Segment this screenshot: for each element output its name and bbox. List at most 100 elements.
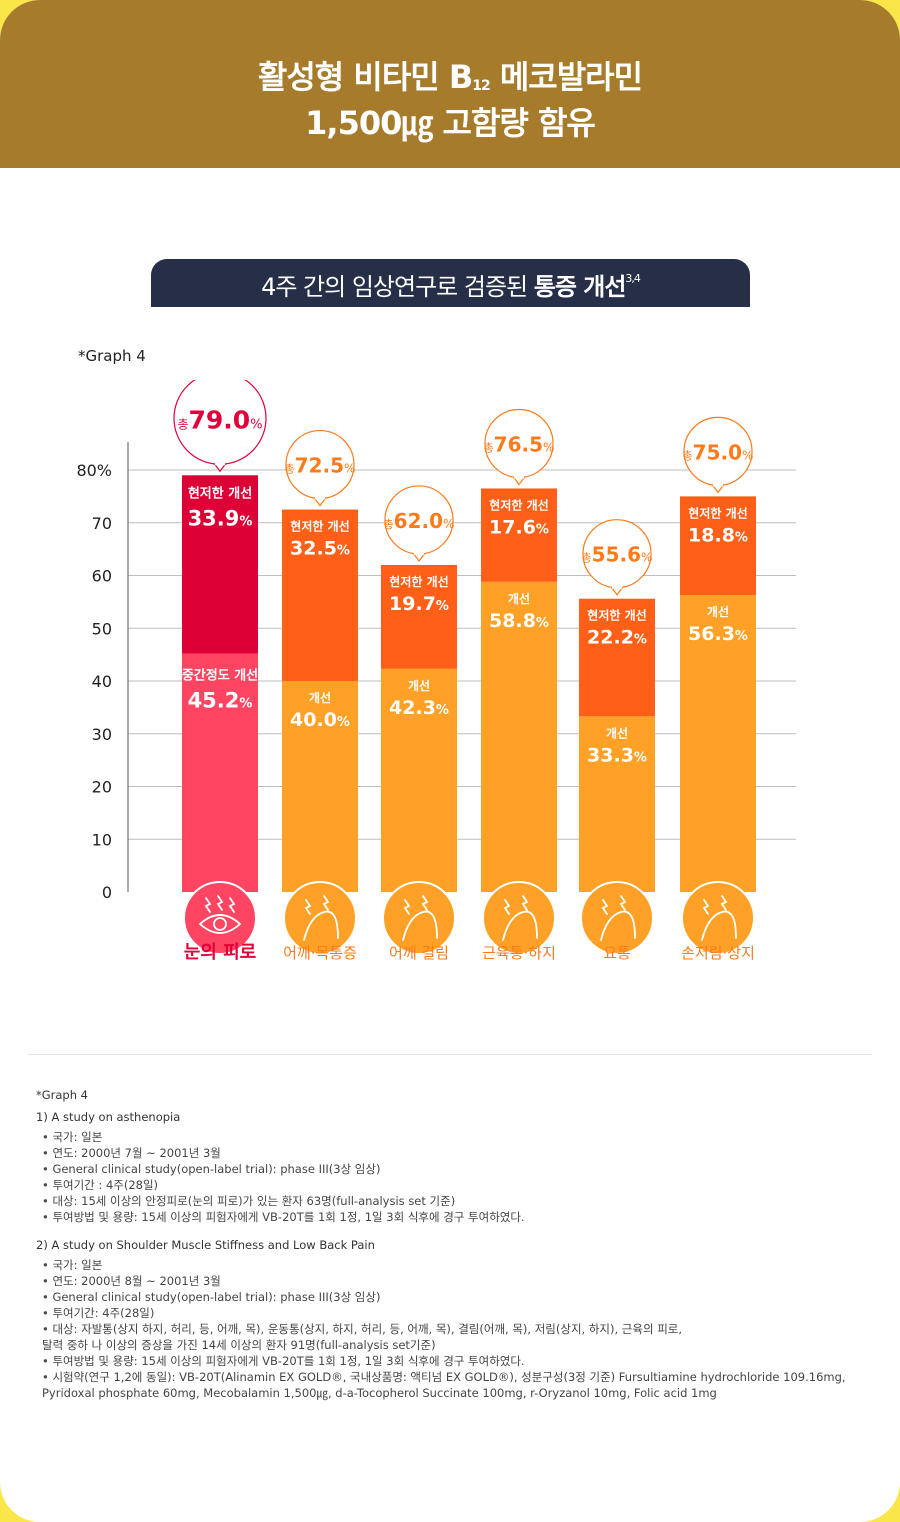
study-title: 2) A study on Shoulder Muscle Stiffness …	[36, 1238, 375, 1252]
y-tick-label: 30	[92, 725, 112, 744]
study-detail-item: • 투여방법 및 용량: 15세 이상의 피험자에게 VB-20T를 1회 1정…	[42, 1354, 525, 1368]
segment-top-label: 현저한 개선	[587, 608, 646, 623]
header-title-text-end: 메코발라민	[489, 58, 643, 96]
total-label-part: 75.0	[693, 440, 742, 464]
total-label-part: 79.0	[189, 405, 251, 434]
body-outline	[402, 910, 438, 941]
bar-segment-bottom	[579, 716, 655, 892]
total-label: 총62.0%	[384, 509, 455, 533]
bubble-pointer-mask	[215, 461, 225, 466]
category-label: 어깨·목통증	[283, 944, 357, 962]
pain-marks	[601, 895, 627, 915]
y-tick-label: 60	[92, 567, 112, 586]
total-label-part: %	[344, 462, 355, 476]
segment-bottom-value-part: %	[634, 750, 647, 765]
segment-bottom-value-part: %	[436, 703, 449, 718]
segment-top-label: 현저한 개선	[688, 505, 747, 520]
header-title-text: 활성형 비타민 B	[257, 58, 473, 96]
segment-top-value-part: 32.5	[290, 538, 337, 560]
segment-bottom-value-part: %	[735, 629, 748, 644]
segment-top-value-part: %	[634, 633, 647, 648]
stacked-bar-chart: 0 10 20 30 40 50 60 70 80% 현저한 개선 33.9% 중간정도 개선 45.2…	[76, 380, 796, 963]
y-tick-label: 40	[92, 672, 112, 691]
segment-top-value: 33.9%	[188, 506, 253, 530]
shoulder-stiffness-icon-glyph	[402, 895, 438, 941]
bubble-pointer-mask	[315, 495, 325, 500]
total-label-part: 55.6	[592, 543, 641, 567]
segment-top-value: 18.8%	[688, 524, 748, 546]
study-detail-item: • 투여기간 : 4주(28일)	[42, 1178, 159, 1192]
total-label: 총72.5%	[285, 454, 356, 478]
y-tick-label: 20	[92, 778, 112, 797]
y-tick-label: 50	[92, 619, 112, 638]
bubble-pointer-mask	[514, 474, 524, 479]
segment-top-label: 현저한 개선	[290, 519, 349, 534]
segment-bottom-label: 개선	[508, 591, 530, 606]
bubble-pointer-mask	[414, 550, 424, 555]
category-label: 어깨 결림	[389, 944, 449, 962]
bar-segment-bottom	[381, 668, 457, 892]
total-label-part: 총	[582, 552, 592, 565]
pain-marks	[304, 895, 330, 915]
shoulder-neck-pain-icon-glyph	[303, 895, 339, 941]
eye-strain-icon-glyph	[198, 895, 242, 934]
segment-bottom-value: 33.3%	[587, 744, 647, 766]
segment-top-value-part: 22.2	[587, 627, 634, 649]
segment-top-value-part: 18.8	[688, 524, 735, 546]
banner-text: 4주 간의 임상연구로 검증된	[261, 273, 534, 301]
bubble-pointer-mask	[612, 584, 622, 589]
total-label-part: 62.0	[394, 509, 443, 533]
bar-segment-top	[282, 509, 358, 681]
segment-bottom-value-part: 42.3	[389, 697, 436, 719]
bar-segment-top	[579, 598, 655, 717]
total-label: 총76.5%	[484, 432, 555, 456]
y-tick-label: 10	[92, 830, 112, 849]
segment-bottom-value-part: %	[337, 715, 350, 730]
segment-top-value-part: 33.9	[188, 506, 240, 530]
study-details: • 국가: 일본 • 연도: 2000년 8월 ~ 2001년 3월 • Gener…	[36, 1257, 876, 1401]
total-label-part: %	[641, 551, 652, 565]
segment-bottom-value-part: %	[536, 616, 549, 631]
header-title-line2: 1,500㎍ 고함량 함유	[305, 104, 596, 142]
segment-bottom-label: 개선	[707, 604, 729, 619]
bar-segment-top	[680, 496, 756, 596]
body-outline	[502, 910, 538, 941]
segment-top-value: 19.7%	[389, 593, 449, 615]
category-label: 눈의 피로	[184, 942, 257, 963]
segment-bottom-value: 56.3%	[688, 623, 748, 645]
eye-pupil	[213, 917, 227, 931]
segment-top-label: 현저한 개선	[489, 497, 548, 512]
segment-top-value-part: 19.7	[389, 593, 436, 615]
bar-segment-bottom	[182, 653, 258, 892]
study-detail-item: • 대상: 15세 이상의 안정피로(눈의 피로)가 있는 환자 63명(ful…	[42, 1194, 456, 1208]
pain-marks	[403, 895, 429, 915]
bubble-pointer-mask	[713, 482, 723, 487]
segment-bottom-value-part: 45.2	[188, 689, 240, 713]
segment-top-value: 32.5%	[290, 538, 350, 560]
back-pain-icon-glyph	[600, 895, 636, 941]
leg-muscle-pain-icon-glyph	[502, 895, 538, 941]
segment-top-value-part: %	[735, 530, 748, 545]
header-banner: 활성형 비타민 B12 메코발라민 1,500㎍ 고함량 함유	[0, 0, 900, 168]
segment-bottom-value-part: 56.3	[688, 623, 735, 645]
y-tick-label: 80%	[76, 461, 112, 480]
graph-label: *Graph 4	[78, 347, 146, 365]
eye-outline	[198, 914, 242, 934]
bar-segment-bottom	[481, 581, 557, 892]
study-detail-item: • 시험약(연구 1,2에 동일): VB-20T(Alinamin EX GO…	[42, 1370, 846, 1384]
total-label: 총79.0%	[177, 405, 262, 434]
total-label-part: 총	[484, 441, 494, 454]
study-detail-item: • 연도: 2000년 8월 ~ 2001년 3월	[42, 1274, 221, 1288]
body-outline	[600, 910, 636, 941]
segment-top-value-part: %	[536, 522, 549, 537]
divider	[28, 1054, 872, 1055]
notes-title: *Graph 4	[36, 1088, 88, 1102]
banner-bold-text: 통증 개선	[533, 273, 627, 301]
y-tick-label: 0	[102, 883, 112, 902]
total-label-part: 총	[177, 417, 188, 431]
header-title-subscript: 12	[472, 78, 491, 94]
segment-bottom-value-part: 40.0	[290, 709, 337, 731]
segment-top-value: 22.2%	[587, 627, 647, 649]
segment-bottom-value: 40.0%	[290, 709, 350, 731]
